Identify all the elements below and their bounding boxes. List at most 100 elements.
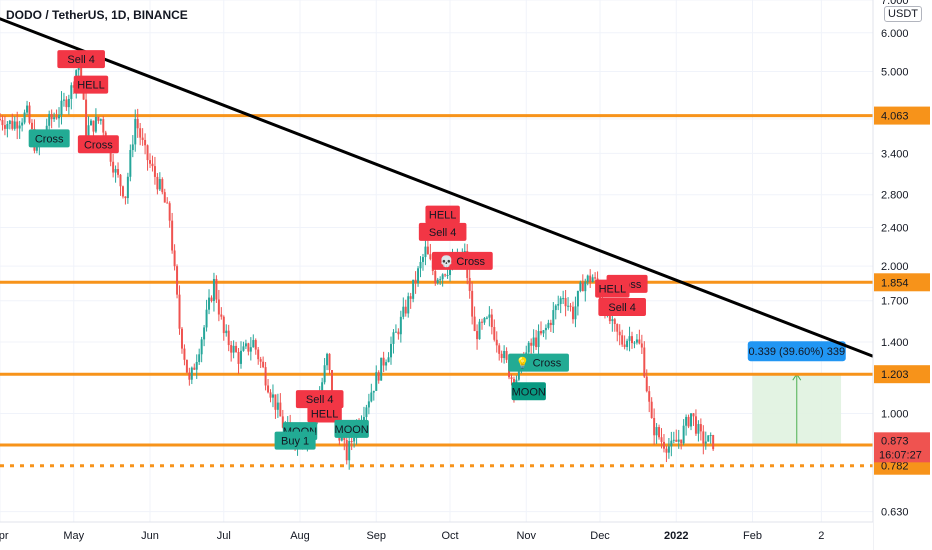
measure-tool[interactable]: 0.339 (39.60%) 339 [747,341,846,446]
time-tick-label: Nov [516,530,536,542]
measure-label-box [747,341,846,362]
candle-body [235,345,238,352]
candle-body [11,120,14,129]
candle-body [655,427,658,436]
candle-body [262,361,265,368]
candle-body [576,290,579,307]
candle-body [220,314,223,317]
candle-body [638,339,641,344]
candle-body [141,137,144,140]
candle-body [542,330,545,334]
candle-body [279,402,282,417]
candle-body [6,124,9,129]
candle-body [554,305,557,311]
candle-body [21,122,24,126]
candle-body [483,318,486,323]
candle-body [244,343,247,347]
candle-body [532,337,535,346]
price-tick-label: 6.000 [881,28,909,40]
candle-body [495,339,498,346]
candle-body [677,439,680,442]
signal-label: Cross [35,133,64,145]
candle-body [89,120,92,126]
candle-body [370,392,373,402]
trendline-line[interactable] [0,9,886,363]
candle-body [50,114,53,120]
candle-body [18,125,21,129]
candle-body [387,357,390,363]
price-axis[interactable]: 7.0006.0005.0004.0003.4002.8002.4002.000… [872,0,932,550]
candle-body [271,394,274,398]
candle-body [574,306,577,320]
price-tick-label: 2.800 [881,190,909,202]
price-tick-label: 7.000 [881,0,909,7]
candle-body [190,367,193,380]
candle-body [0,118,1,120]
price-tick-label: 3.400 [881,148,909,160]
time-tick-label: 2 [818,530,824,542]
candle-body [707,435,710,442]
candle-body [417,268,420,284]
signal-label-box [425,205,460,224]
time-tick-label: Jun [141,530,159,542]
candle-body [441,274,444,280]
candle-body [119,174,122,187]
candle-body [92,120,95,132]
candle-body [267,385,270,393]
currency-button[interactable]: USDT [884,6,922,22]
candle-body [188,372,191,380]
candle-body [672,439,675,441]
candle-body [394,331,397,333]
level-price-tag [874,273,930,292]
signal-label-box [431,251,493,270]
candle-body [571,306,574,320]
level-price-tag [874,106,930,125]
candle-body [653,418,656,436]
candle-body [259,359,262,362]
signal-label: Sell 4 [429,227,457,239]
candle-body [112,161,115,173]
candle-body [58,115,61,119]
candle-body [129,150,132,177]
candle-body [380,357,383,381]
candle-body [635,339,638,343]
candle-body [436,279,439,284]
candle-body [151,163,154,167]
candle-body [99,119,102,121]
candle-body [559,298,562,304]
candle-body [650,401,653,419]
time-tick-label: 2022 [664,530,688,542]
price-tick-label: 1.000 [881,408,909,420]
time-tick-label: Feb [743,530,762,542]
signal-label-box [307,404,342,423]
trendline[interactable] [0,9,886,363]
candle-body [704,441,707,444]
time-tick-label: May [63,530,84,542]
candle-body [692,413,695,417]
candle-body [94,116,97,132]
candle-body [232,345,235,353]
candle-body [97,116,100,121]
price-tick-label: 0.630 [881,507,909,519]
candle-body [345,440,348,461]
time-tick-label: Jul [217,530,231,542]
time-axis[interactable]: Apr May Jun Jul Aug Sep Oct Nov Dec 2022 Feb 2 [0,521,873,550]
candle-body [434,271,437,284]
candle-body [697,424,700,434]
candle-body [264,367,267,386]
time-tick-label: Sep [366,530,386,542]
candle-body [382,357,385,366]
candle-body [276,402,279,410]
chart-title: DODO / TetherUS, 1D, BINANCE [6,8,188,22]
signal-label-box [77,135,119,154]
candle-body [662,441,665,449]
candle-body [503,351,506,359]
signal-label: HELL [599,284,627,296]
candle-body [626,340,629,347]
candle-body [198,354,201,362]
signal-label: HELL [311,408,339,420]
measure-label: 0.339 (39.60%) 339 [748,346,845,358]
candle-body [158,179,161,190]
horizontal-levels[interactable] [0,114,873,468]
